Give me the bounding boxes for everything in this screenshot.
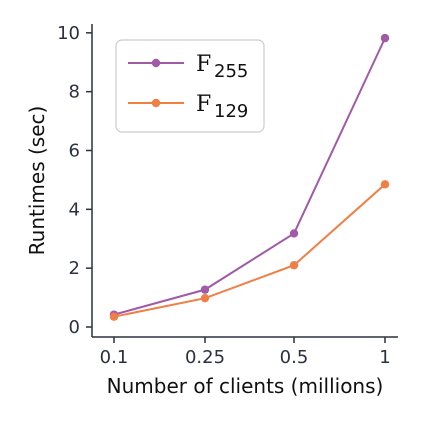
series-layer bbox=[109, 33, 390, 321]
x-tick-label: 0.5 bbox=[280, 347, 309, 368]
legend-entry: F 255 bbox=[128, 52, 248, 82]
y-tick-label: 2 bbox=[69, 258, 80, 279]
y-tick-label: 6 bbox=[69, 140, 80, 161]
x-ticks: 0.1 0.25 0.5 1 bbox=[100, 337, 391, 368]
legend-label-subscript: 255 bbox=[214, 61, 248, 82]
series-129 bbox=[109, 180, 390, 321]
data-point bbox=[200, 293, 210, 303]
y-ticks: 0 2 4 6 8 10 bbox=[57, 23, 92, 338]
legend-label: F bbox=[196, 52, 211, 77]
data-point bbox=[109, 312, 119, 321]
axes bbox=[91, 24, 398, 338]
data-point bbox=[380, 33, 390, 43]
y-axis-label: Runtimes (sec) bbox=[25, 106, 49, 256]
series-line bbox=[113, 37, 386, 316]
data-point bbox=[380, 180, 390, 189]
legend-label: F bbox=[196, 92, 211, 117]
x-tick-label: 0.25 bbox=[185, 347, 225, 368]
x-tick-label: 1 bbox=[379, 347, 390, 368]
data-point bbox=[200, 285, 210, 294]
legend-swatch-marker bbox=[151, 58, 161, 68]
data-point bbox=[289, 229, 299, 238]
legend-entry: F 129 bbox=[128, 92, 248, 122]
y-tick-label: 10 bbox=[57, 23, 80, 44]
legend-swatch-marker bbox=[151, 98, 161, 108]
data-point bbox=[289, 261, 299, 270]
y-tick-label: 4 bbox=[69, 199, 80, 220]
y-tick-label: 0 bbox=[69, 317, 80, 338]
series-line bbox=[113, 183, 386, 318]
legend-label-subscript: 129 bbox=[214, 101, 248, 122]
x-axis-label: Number of clients (millions) bbox=[107, 374, 384, 398]
x-tick-label: 0.1 bbox=[100, 347, 129, 368]
y-tick-label: 8 bbox=[69, 82, 80, 103]
